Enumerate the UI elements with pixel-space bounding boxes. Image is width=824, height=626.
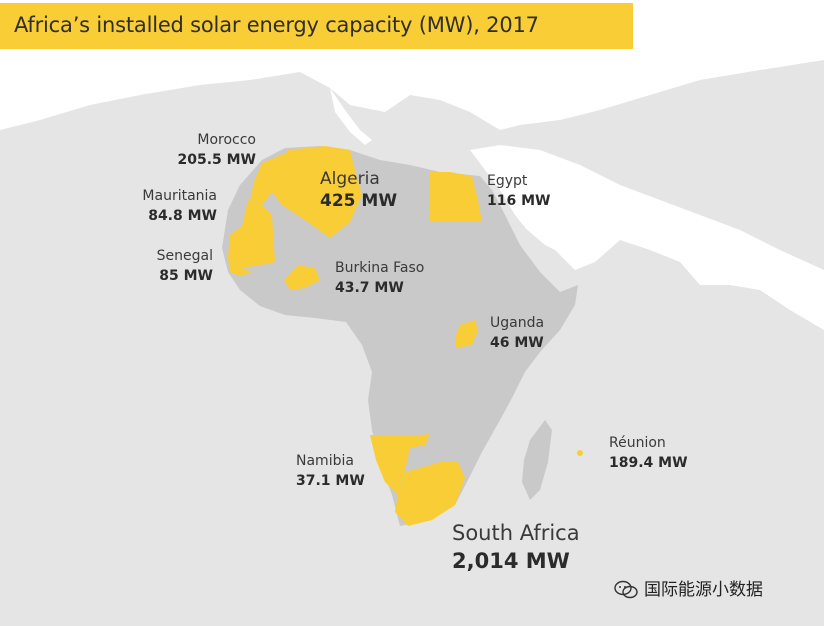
middle-east-landmass bbox=[470, 145, 824, 330]
egypt-value: 116 MW bbox=[487, 193, 551, 209]
mauritania-value: 84.8 MW bbox=[148, 208, 217, 224]
senegal-value: 85 MW bbox=[159, 268, 213, 284]
burkina-faso-value: 43.7 MW bbox=[335, 280, 404, 296]
burkina-faso-name: Burkina Faso bbox=[335, 260, 425, 276]
label-burkina-faso: Burkina Faso 43.7 MW bbox=[335, 259, 424, 298]
watermark: 国际能源小数据 bbox=[614, 575, 763, 600]
namibia-value: 37.1 MW bbox=[296, 473, 365, 489]
egypt-name: Egypt bbox=[487, 173, 528, 189]
namibia-shape bbox=[370, 434, 430, 495]
reunion-shape bbox=[577, 450, 583, 456]
reunion-value: 189.4 MW bbox=[609, 455, 688, 471]
morocco-shape bbox=[250, 152, 295, 205]
algeria-value: 425 MW bbox=[320, 191, 398, 211]
watermark-text: 国际能源小数据 bbox=[644, 580, 763, 600]
italy bbox=[330, 88, 372, 145]
morocco-name: Morocco bbox=[197, 132, 256, 148]
label-reunion: Réunion 189.4 MW bbox=[609, 434, 688, 473]
algeria-shape bbox=[272, 146, 362, 238]
africa-landmass bbox=[222, 146, 578, 526]
arabia-gap bbox=[510, 215, 565, 270]
algeria-name: Algeria bbox=[320, 169, 380, 189]
senegal-name: Senegal bbox=[156, 248, 213, 264]
burkina-shape bbox=[284, 265, 320, 290]
mauritania-name: Mauritania bbox=[142, 188, 217, 204]
label-algeria: Algeria 425 MW bbox=[320, 168, 397, 212]
label-egypt: Egypt 116 MW bbox=[487, 172, 550, 211]
madagascar bbox=[522, 420, 552, 500]
chat-bubble-icon bbox=[614, 580, 638, 599]
mauritania-shape bbox=[228, 200, 275, 268]
label-south-africa: South Africa 2,014 MW bbox=[452, 520, 580, 575]
title-banner: Africa’s installed solar energy capacity… bbox=[0, 3, 633, 49]
label-namibia: Namibia 37.1 MW bbox=[296, 452, 365, 491]
label-mauritania: Mauritania 84.8 MW bbox=[142, 187, 217, 226]
uganda-value: 46 MW bbox=[490, 335, 544, 351]
map-title: Africa’s installed solar energy capacity… bbox=[14, 13, 539, 37]
label-uganda: Uganda 46 MW bbox=[490, 314, 544, 353]
south-africa-name: South Africa bbox=[452, 521, 580, 545]
label-senegal: Senegal 85 MW bbox=[157, 247, 213, 286]
reunion-name: Réunion bbox=[609, 435, 666, 451]
namibia-name: Namibia bbox=[296, 453, 354, 469]
egypt-shape bbox=[430, 172, 482, 222]
south-africa-value: 2,014 MW bbox=[452, 549, 570, 573]
south-africa-shape bbox=[395, 462, 465, 526]
senegal-shape bbox=[228, 258, 252, 276]
morocco-value: 205.5 MW bbox=[177, 152, 256, 168]
uganda-name: Uganda bbox=[490, 315, 545, 331]
uganda-shape bbox=[455, 320, 478, 348]
label-morocco: Morocco 205.5 MW bbox=[177, 131, 256, 170]
